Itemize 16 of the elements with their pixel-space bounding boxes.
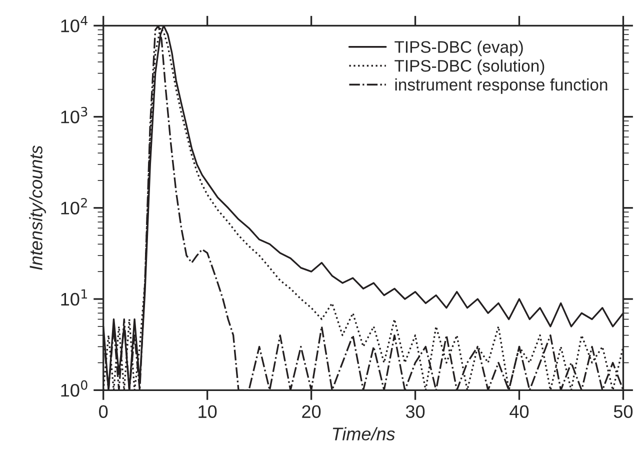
x-tick-label: 20 <box>302 405 321 418</box>
x-axis-title: Time/ns <box>332 427 395 440</box>
x-tick-label: 30 <box>406 405 425 418</box>
y-axis-title: Intensity/counts <box>29 146 46 270</box>
y-tick-label: 10$^{2}$ <box>61 198 87 214</box>
y-tick-label: 10$^{3}$ <box>61 106 88 124</box>
x-tick-label: 50 <box>614 405 633 418</box>
x-tick-label: 40 <box>510 405 529 418</box>
y-tick-label: 10$^{0}$ <box>61 380 88 397</box>
y-tick-label: 10$^{1}$ <box>61 289 87 306</box>
x-tick-label: 0 <box>99 405 108 418</box>
legend-label: TIPS-DBC (evap) <box>394 40 523 56</box>
legend-label: TIPS-DBC (solution) <box>394 60 544 76</box>
y-tick-label: 10$^{4}$ <box>61 16 88 32</box>
x-tick-label: 10 <box>198 405 217 418</box>
legend-label: instrument response function <box>395 78 608 94</box>
